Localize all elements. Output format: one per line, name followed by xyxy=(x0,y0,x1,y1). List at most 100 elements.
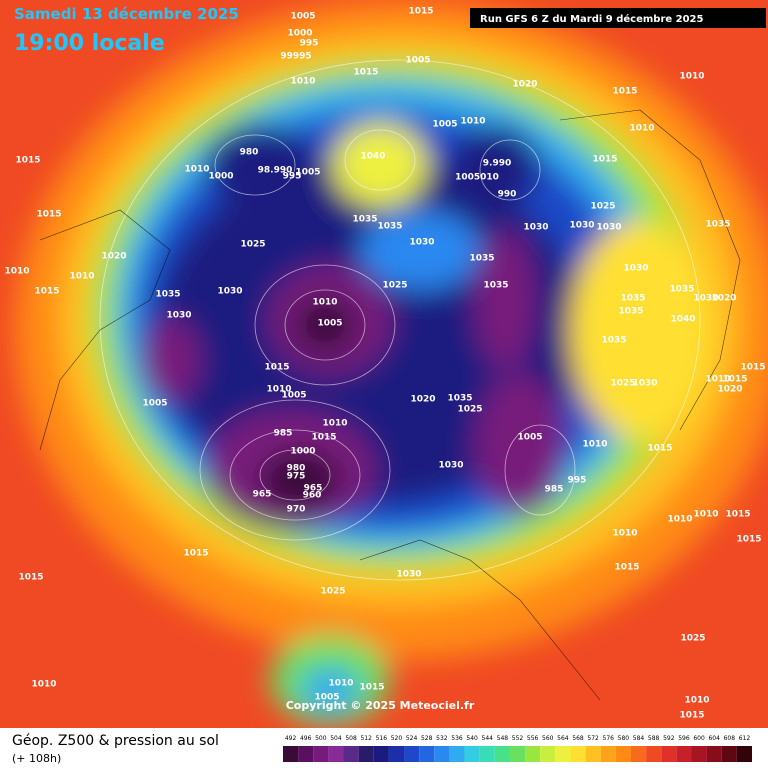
time: 19:00 locale xyxy=(14,31,165,56)
isobar-label: 1000 xyxy=(208,172,233,182)
coastlines xyxy=(39,109,741,701)
isobar-label: 1025 xyxy=(610,379,635,389)
isobar-label: 1030 xyxy=(569,221,594,231)
scale-label: 588 xyxy=(648,735,660,742)
scale-swatch xyxy=(570,746,586,762)
isobar-label: 1030 xyxy=(693,294,718,304)
isobar-label: 1030 xyxy=(523,223,548,233)
isobar-label: 995 xyxy=(300,39,319,49)
isobar-label: 1015 xyxy=(183,549,208,559)
field xyxy=(0,0,768,728)
scale-swatch xyxy=(404,746,420,762)
isobar-label: 1035 xyxy=(469,254,494,264)
isobar-label: 1035 xyxy=(483,281,508,291)
scale-label: 512 xyxy=(360,735,372,742)
isobar-label: 980 xyxy=(287,464,306,474)
scale-swatch xyxy=(464,746,480,762)
isobar-label: 1030 xyxy=(438,461,463,471)
isobar-label: 1005010 xyxy=(455,173,499,183)
scale-swatch xyxy=(540,746,556,762)
scale-swatch xyxy=(615,746,631,762)
scale-label: 520 xyxy=(391,735,403,742)
scale-label: 516 xyxy=(376,735,388,742)
isobar-label: 1015 xyxy=(34,287,59,297)
scale-label: 584 xyxy=(633,735,645,742)
isobar-label: 1005 xyxy=(405,56,430,66)
scale-label: 596 xyxy=(678,735,690,742)
scale-swatch xyxy=(721,746,737,762)
scale-label: 508 xyxy=(345,735,357,742)
legend-lead: (+ 108h) xyxy=(12,752,61,765)
scale-label: 504 xyxy=(330,735,342,742)
isobar-label: 1020 xyxy=(711,294,736,304)
isobar-label: 1035 xyxy=(620,294,645,304)
scale-label: 532 xyxy=(436,735,448,742)
scale-swatch xyxy=(736,746,752,762)
scale-swatch xyxy=(343,746,359,762)
scale-label: 536 xyxy=(451,735,463,742)
isobar-label: 1020 xyxy=(101,252,126,262)
isobar-label: 1010 xyxy=(31,680,56,690)
isobar-label: 1015 xyxy=(679,711,704,721)
copyright: Copyright © 2025 Meteociel.fr xyxy=(286,699,475,712)
isobar-label: 1005 xyxy=(295,168,320,178)
isobar-label: 1030 xyxy=(396,570,421,580)
isobar-label: 1005 xyxy=(517,433,542,443)
isobar-label: 1030 xyxy=(166,311,191,321)
isobar-label: 980 xyxy=(240,148,259,158)
isobar-label: 1015 xyxy=(722,375,747,385)
isobar-label: 1015 xyxy=(359,683,384,693)
isobar-label: 1035 xyxy=(601,336,626,346)
isobar-label: 99995 xyxy=(280,52,311,62)
isobar-label: 1010 xyxy=(684,696,709,706)
isobar-label: 985 xyxy=(545,485,564,495)
scale-label: 492 xyxy=(285,735,297,742)
scale-label: 564 xyxy=(557,735,569,742)
isobar-label: 1010 xyxy=(460,117,485,127)
scale-swatch xyxy=(630,746,647,762)
scale-label: 548 xyxy=(497,735,509,742)
isobar-label: 1035 xyxy=(705,220,730,230)
color-scale: 492 496 500 504 508 512 516 520 524 528 532 536 540 5… xyxy=(283,735,752,762)
scale-swatch xyxy=(313,746,329,762)
isobar-label: 1005 xyxy=(281,391,306,401)
scale-swatch xyxy=(479,746,495,762)
scale-swatch xyxy=(328,746,344,762)
scale-label: 544 xyxy=(482,735,494,742)
scale-swatch xyxy=(419,746,435,762)
scale-label: 600 xyxy=(693,735,705,742)
scale-label: 496 xyxy=(300,735,312,742)
scale-label: 500 xyxy=(315,735,327,742)
isobar-label: 985 xyxy=(274,429,293,439)
isobar-label: 1010 xyxy=(69,272,94,282)
isobar-label: 1040 xyxy=(360,152,385,162)
scale-swatch xyxy=(373,746,389,762)
isobar-label: 1015 xyxy=(353,68,378,78)
scale-swatch xyxy=(676,746,692,762)
scale-label: 524 xyxy=(406,735,418,742)
isobar-label: 1010 xyxy=(312,298,337,308)
isobar-label: 1020 xyxy=(410,395,435,405)
scale-swatch xyxy=(646,746,662,762)
isobar-label: 995 xyxy=(568,476,587,486)
isobar-label: 1025 xyxy=(457,405,482,415)
isobar-label: 1010 xyxy=(679,72,704,82)
scale-label: 560 xyxy=(542,735,554,742)
isobar-label: 1030 xyxy=(632,379,657,389)
isobar-label: 1005 xyxy=(432,120,457,130)
scale-swatch xyxy=(585,746,601,762)
scale-label: 528 xyxy=(421,735,433,742)
isobar-label: 1015 xyxy=(408,7,433,17)
isobar-label: 1025 xyxy=(382,281,407,291)
isobar-labels: 1005 1000 995 99995 1015 1005 1015 1010 1020 1015… xyxy=(4,7,765,721)
legend-title: Géop. Z500 & pression au sol xyxy=(12,733,219,749)
isobar-label: 1010 xyxy=(184,165,209,175)
scale-swatch xyxy=(449,746,465,762)
isobar-label: 1010 xyxy=(4,267,29,277)
isobar-label: 965 xyxy=(304,484,323,494)
isobar-label: 1035 xyxy=(377,222,402,232)
scale-swatch xyxy=(494,746,510,762)
isobar-label: 1035 xyxy=(669,285,694,295)
